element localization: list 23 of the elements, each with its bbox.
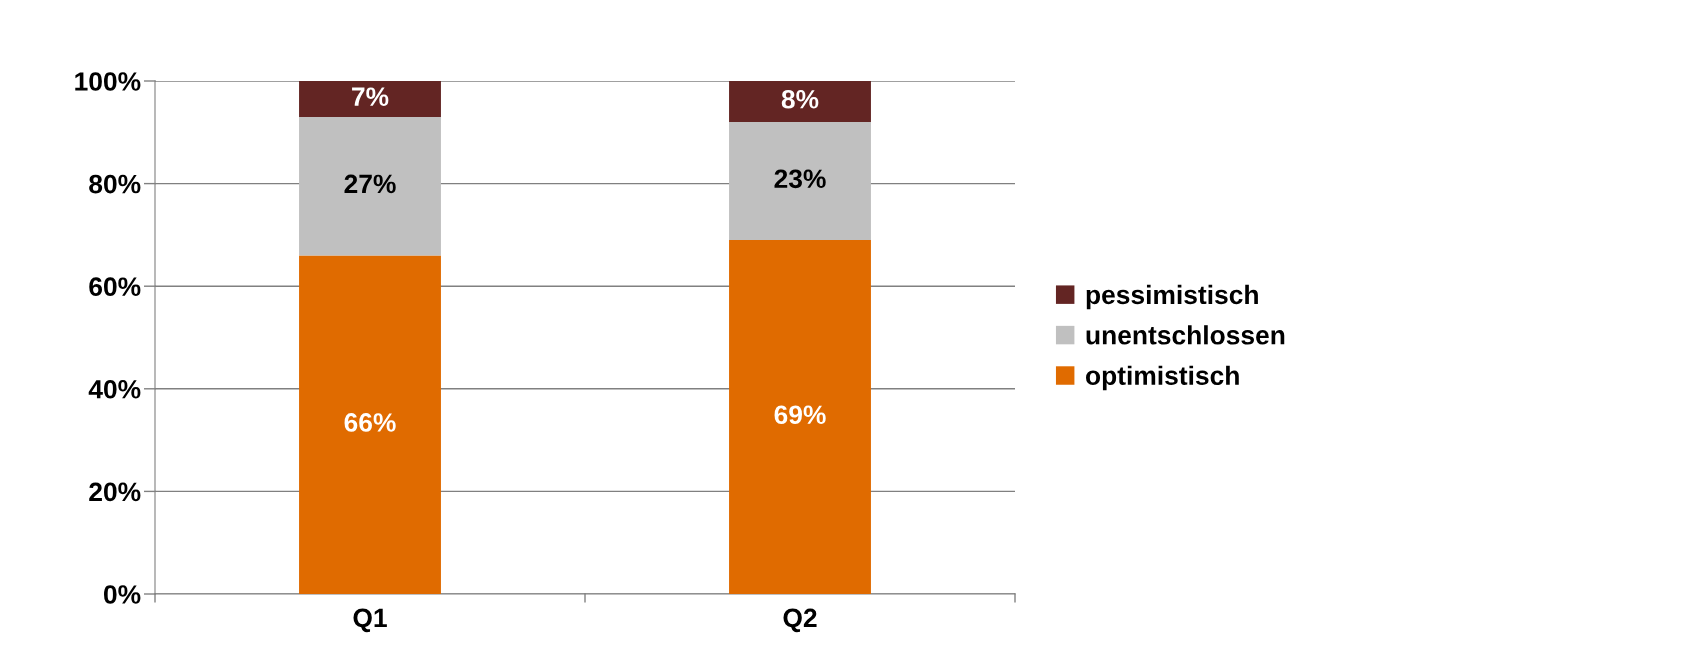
x-tick-label: Q2 bbox=[783, 608, 817, 633]
x-tick-label: Q1 bbox=[353, 608, 387, 633]
y-tick-label: 40% bbox=[88, 379, 141, 399]
bar bbox=[299, 255, 441, 594]
legend-label: optimistisch bbox=[1086, 365, 1239, 391]
bar bbox=[729, 122, 871, 241]
data-label: 66% bbox=[344, 413, 396, 432]
y-tick-label: 20% bbox=[89, 482, 141, 502]
data-label: 27% bbox=[344, 174, 396, 194]
bar bbox=[729, 81, 871, 123]
y-tick-label: 80% bbox=[89, 174, 141, 194]
y-tick-label: 100% bbox=[75, 72, 141, 91]
bar bbox=[729, 240, 871, 594]
bar bbox=[299, 116, 441, 256]
legend-label: unentschlossen bbox=[1086, 325, 1285, 345]
data-label: 69% bbox=[774, 405, 826, 425]
legend-label: pessimistisch bbox=[1086, 284, 1258, 310]
y-tick-label: 0% bbox=[104, 585, 141, 604]
bar bbox=[299, 81, 441, 117]
data-label: 23% bbox=[774, 169, 826, 189]
data-label: 8% bbox=[781, 89, 819, 109]
y-tick-label: 60% bbox=[89, 277, 141, 297]
data-label: 7% bbox=[352, 87, 389, 106]
